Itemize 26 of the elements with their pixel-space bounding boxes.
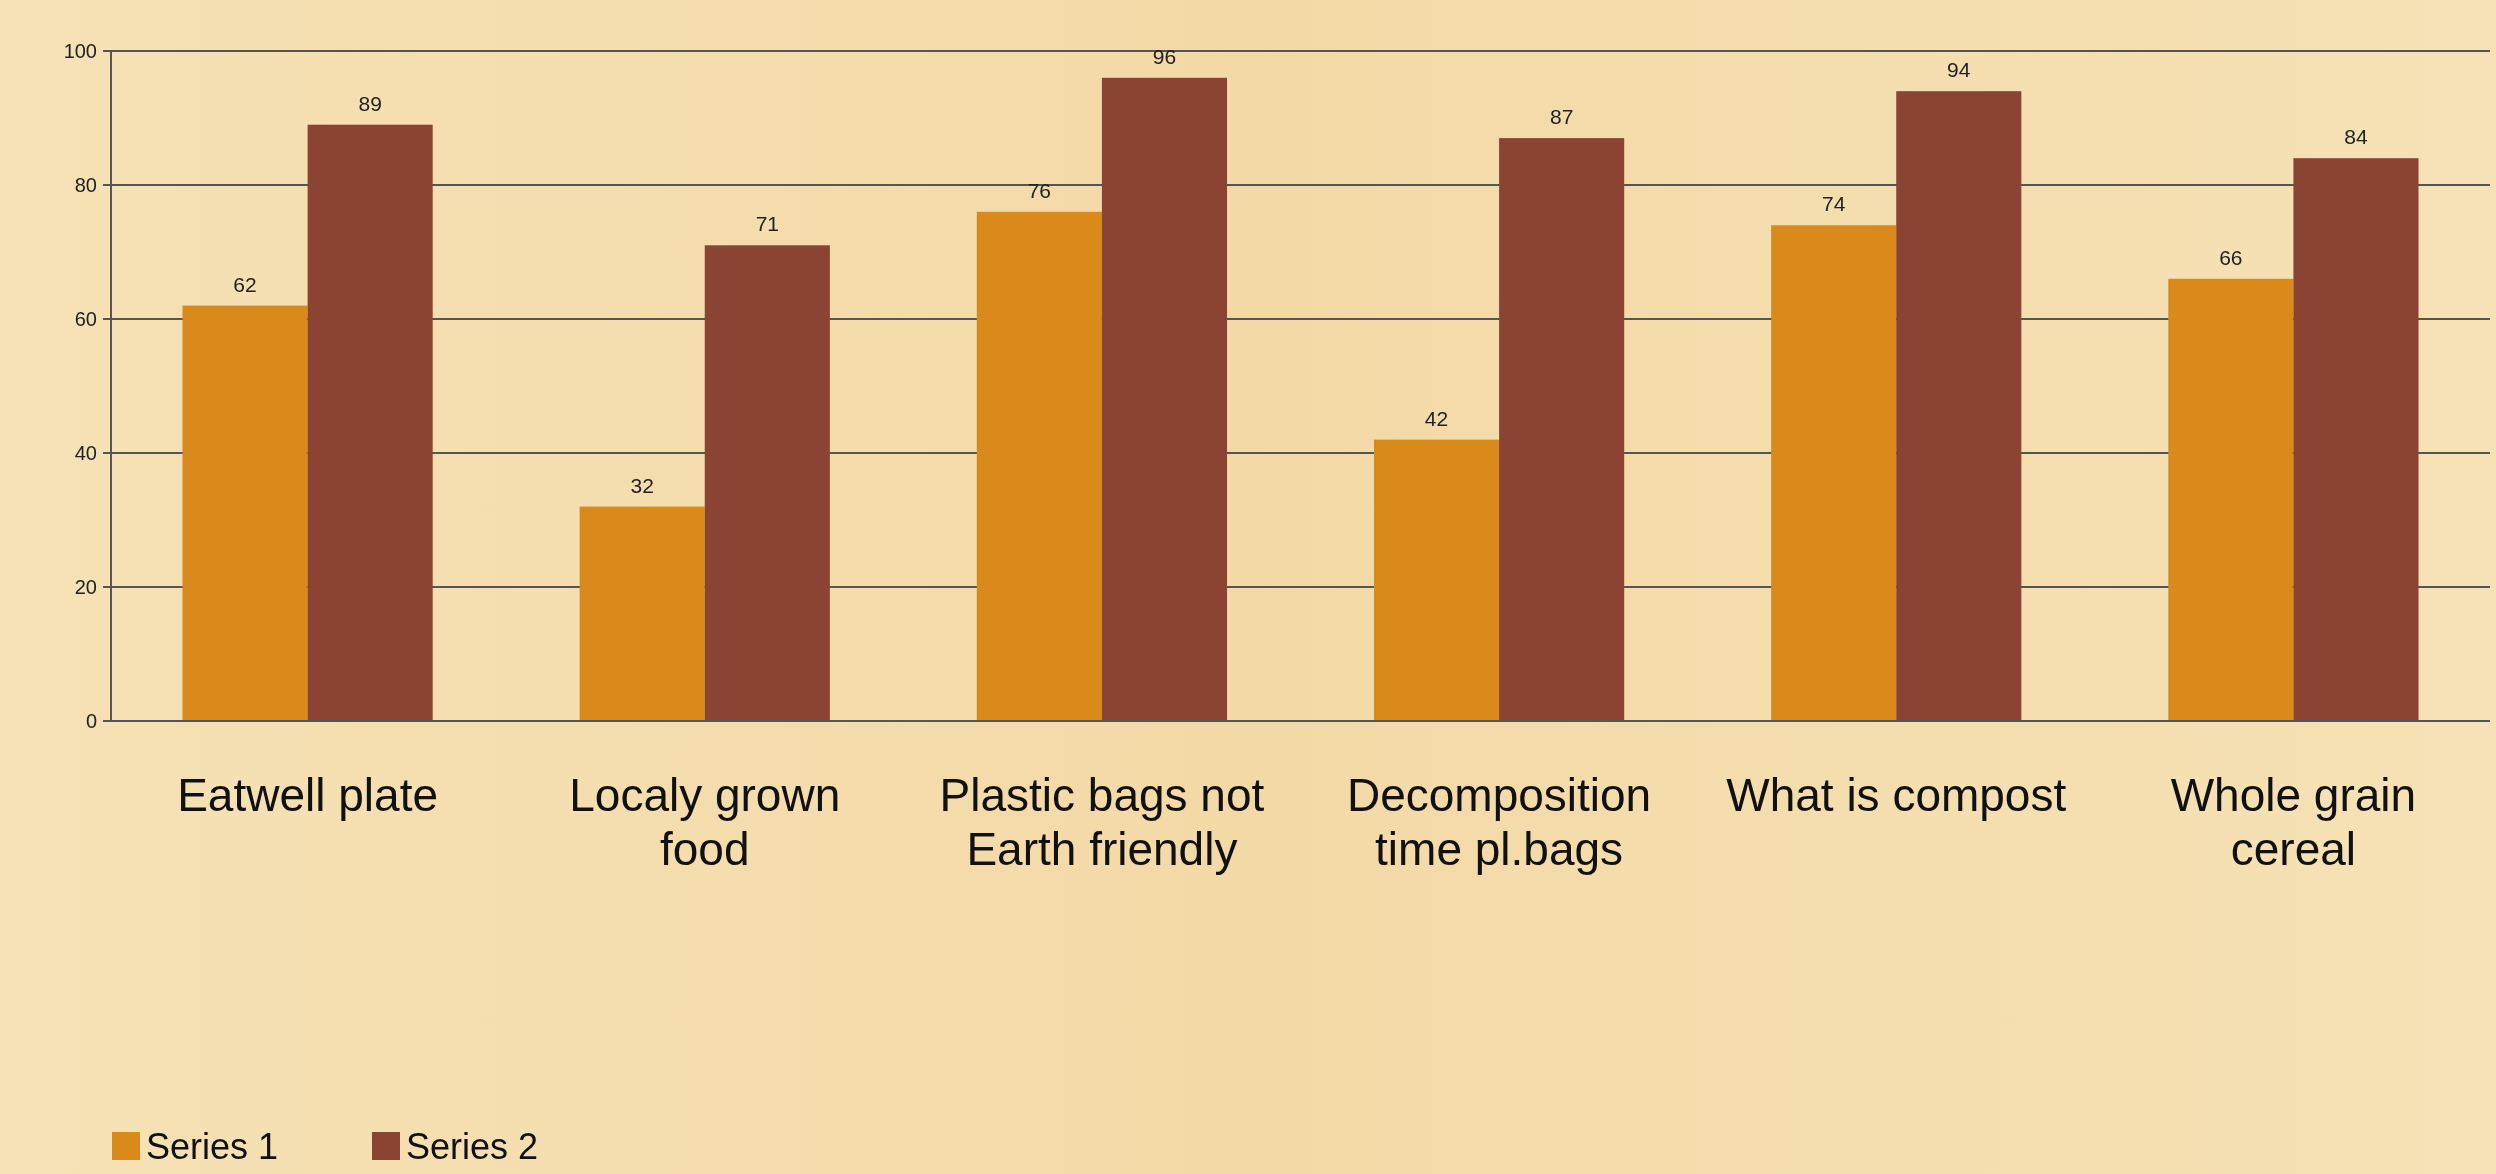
y-tick-label: 0 xyxy=(85,710,97,732)
legend-label: Series 2 xyxy=(406,1125,539,1167)
x-tick-label: Plastic bags not Earth friendly xyxy=(939,769,1265,875)
x-tick-label: Decomposition time pl.bags xyxy=(1346,769,1652,875)
data-label: 66 xyxy=(2219,245,2243,269)
data-label: 96 xyxy=(1152,44,1177,68)
x-tick-label: Eatwell plate xyxy=(177,769,439,821)
data-label: 87 xyxy=(1549,105,1574,129)
data-label: 94 xyxy=(1947,58,1971,82)
legend-label: Series 1 xyxy=(146,1125,279,1167)
data-label: 74 xyxy=(1822,192,1846,216)
x-tick-label: What is compost xyxy=(1726,769,2067,821)
y-tick-label: 20 xyxy=(74,576,97,598)
x-tick-label: Whole grain cereal xyxy=(2170,769,2417,875)
data-label: 76 xyxy=(1027,178,1052,202)
data-label: 32 xyxy=(630,473,654,497)
x-tick-label: Localy grown food xyxy=(569,769,841,875)
data-label: 84 xyxy=(2344,125,2368,149)
y-tick-label: 100 xyxy=(63,40,97,62)
y-tick-label: 60 xyxy=(74,308,97,330)
data-label: 89 xyxy=(358,91,382,115)
y-tick-label: 40 xyxy=(74,442,97,464)
y-tick-label: 80 xyxy=(74,174,97,196)
data-label: 42 xyxy=(1424,406,1449,430)
data-label: 62 xyxy=(233,272,257,296)
data-label: 71 xyxy=(755,212,779,236)
